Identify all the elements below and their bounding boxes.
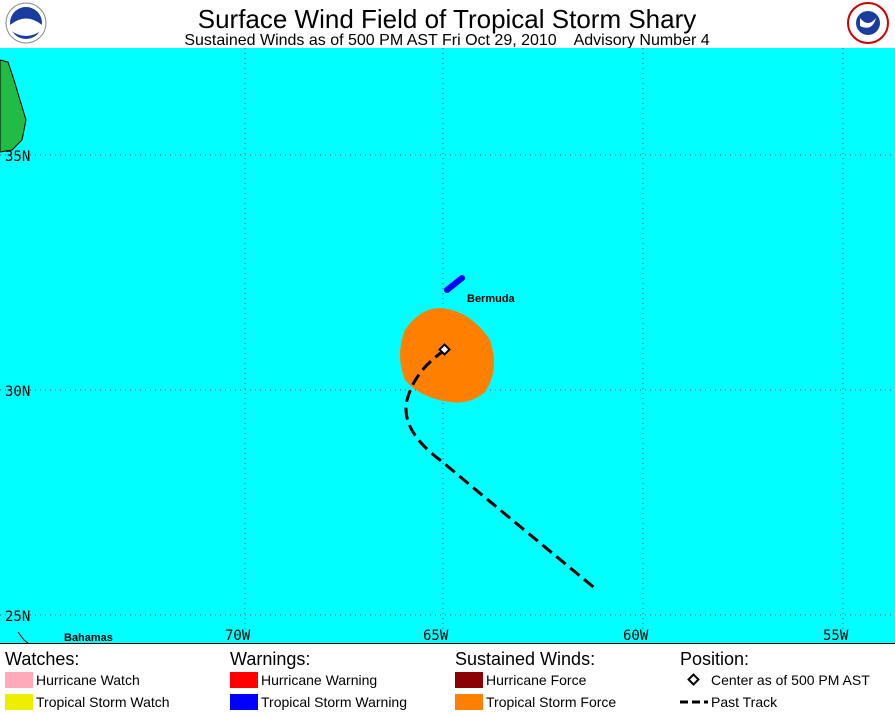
ts-warning — [444, 275, 465, 293]
legend-item: Hurricane Warning — [261, 672, 377, 688]
lon-label: 65W — [423, 628, 449, 644]
lat-label: 25N — [5, 609, 30, 625]
legend-heading: Watches: — [5, 649, 79, 669]
legend-item: Tropical Storm Warning — [261, 694, 407, 710]
legend-item: Tropical Storm Force — [486, 694, 616, 710]
swatch — [5, 672, 33, 688]
legend-heading: Sustained Winds: — [455, 649, 595, 669]
subtitle: Sustained Winds as of 500 PM AST Fri Oct… — [184, 32, 709, 49]
lat-label: 35N — [5, 149, 30, 165]
lon-label: 60W — [623, 628, 649, 644]
lat-label: 30N — [5, 384, 30, 400]
lon-label: 55W — [823, 628, 849, 644]
lon-label: 70W — [225, 628, 251, 644]
legend-heading: Warnings: — [230, 649, 310, 669]
place-label: Bahamas — [64, 632, 113, 644]
storm-center — [438, 343, 451, 356]
swatch — [230, 694, 258, 710]
legend-heading: Position: — [680, 649, 749, 669]
legend-item: Past Track — [711, 694, 778, 710]
legend-item: Hurricane Watch — [36, 672, 140, 688]
land — [17, 631, 29, 644]
swatch — [455, 694, 483, 710]
place-label: Bermuda — [467, 293, 516, 305]
grid — [0, 48, 895, 643]
center-symbol — [687, 673, 700, 686]
ts-wind-field — [400, 308, 494, 403]
swatch — [5, 694, 33, 710]
legend-item: Tropical Storm Watch — [36, 694, 170, 710]
land — [0, 59, 27, 153]
swatch — [230, 672, 258, 688]
legend-item: Hurricane Force — [486, 672, 587, 688]
past-track — [404, 348, 598, 592]
noaa-logo — [5, 2, 47, 44]
title: Surface Wind Field of Tropical Storm Sha… — [198, 4, 697, 34]
swatch — [455, 672, 483, 688]
nws-logo — [847, 2, 889, 44]
legend-item: Center as of 500 PM AST — [711, 672, 870, 688]
